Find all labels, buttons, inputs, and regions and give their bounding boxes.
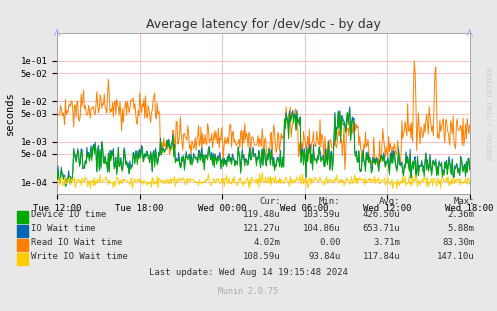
Text: 5.88m: 5.88m [448,224,475,233]
Text: 83.30m: 83.30m [442,238,475,247]
Text: 119.48u: 119.48u [243,210,281,219]
Text: RRDTOOL / TOBI OETIKER: RRDTOOL / TOBI OETIKER [488,67,494,160]
Text: Last update: Wed Aug 14 19:15:48 2024: Last update: Wed Aug 14 19:15:48 2024 [149,268,348,277]
Text: 426.50u: 426.50u [362,210,400,219]
Text: 4.02m: 4.02m [254,238,281,247]
Text: Device IO time: Device IO time [31,210,106,219]
Text: Write IO Wait time: Write IO Wait time [31,252,128,261]
Text: 103.59u: 103.59u [303,210,340,219]
Text: Avg:: Avg: [379,197,400,206]
Y-axis label: seconds: seconds [5,92,15,135]
Text: 117.84u: 117.84u [362,252,400,261]
Text: 147.10u: 147.10u [437,252,475,261]
Text: 0.00: 0.00 [319,238,340,247]
Text: Munin 2.0.75: Munin 2.0.75 [219,287,278,296]
Text: Max:: Max: [453,197,475,206]
Text: Read IO Wait time: Read IO Wait time [31,238,123,247]
Text: Min:: Min: [319,197,340,206]
Text: IO Wait time: IO Wait time [31,224,96,233]
Text: 104.86u: 104.86u [303,224,340,233]
Text: 3.71m: 3.71m [373,238,400,247]
Text: 108.59u: 108.59u [243,252,281,261]
Text: Cur:: Cur: [259,197,281,206]
Text: 121.27u: 121.27u [243,224,281,233]
Title: Average latency for /dev/sdc - by day: Average latency for /dev/sdc - by day [146,18,381,31]
Text: 93.84u: 93.84u [308,252,340,261]
Text: 2.36m: 2.36m [448,210,475,219]
Text: 653.71u: 653.71u [362,224,400,233]
